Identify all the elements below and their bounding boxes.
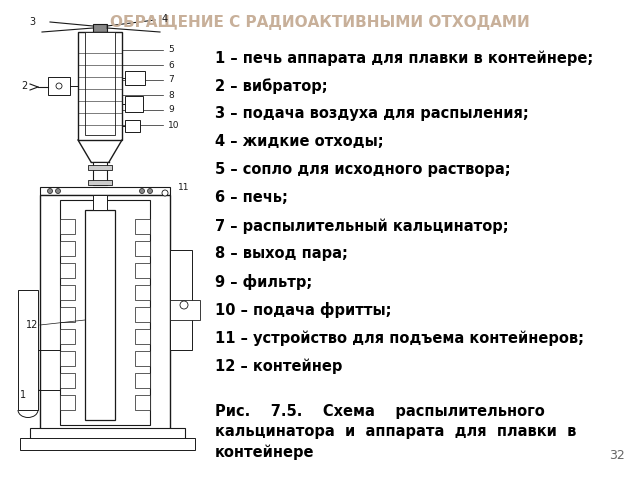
Bar <box>135 219 150 234</box>
Text: 7 – распылительный кальцинатор;: 7 – распылительный кальцинатор; <box>215 218 509 233</box>
Bar <box>135 395 150 410</box>
Bar <box>48 77 70 95</box>
Bar <box>135 263 150 278</box>
Text: 1: 1 <box>20 390 26 400</box>
Bar <box>125 71 145 85</box>
Text: Рис.    7.5.    Схема    распылительного: Рис. 7.5. Схема распылительного <box>215 404 545 419</box>
Circle shape <box>180 301 188 309</box>
Bar <box>60 307 75 322</box>
Text: 5 – сопло для исходного раствора;: 5 – сопло для исходного раствора; <box>215 162 511 177</box>
Circle shape <box>140 189 145 193</box>
Bar <box>60 329 75 344</box>
Bar <box>135 329 150 344</box>
Text: 32: 32 <box>609 449 625 462</box>
Bar <box>170 250 192 350</box>
Bar <box>93 195 107 210</box>
Bar <box>135 285 150 300</box>
Bar <box>170 300 200 320</box>
Bar <box>88 165 112 170</box>
Bar <box>40 195 170 430</box>
Text: 2 – вибратор;: 2 – вибратор; <box>215 78 328 94</box>
Text: контейнере: контейнере <box>215 444 314 459</box>
Bar <box>125 96 143 112</box>
Text: 5: 5 <box>168 46 173 55</box>
Text: 11 – устройство для подъема контейнеров;: 11 – устройство для подъема контейнеров; <box>215 330 584 346</box>
Bar <box>18 290 38 410</box>
Bar <box>60 373 75 388</box>
Bar <box>60 263 75 278</box>
Bar <box>88 180 112 185</box>
Text: 4: 4 <box>162 14 168 24</box>
Bar <box>60 241 75 256</box>
Text: 4 – жидкие отходы;: 4 – жидкие отходы; <box>215 134 383 149</box>
Bar <box>135 351 150 366</box>
Text: 10 – подача фритты;: 10 – подача фритты; <box>215 302 392 318</box>
Bar <box>125 120 140 132</box>
Bar <box>60 219 75 234</box>
Text: 12: 12 <box>26 320 38 330</box>
Bar <box>20 438 195 450</box>
Circle shape <box>56 189 61 193</box>
Text: 3: 3 <box>29 17 35 27</box>
Text: 11: 11 <box>178 183 189 192</box>
Text: 8: 8 <box>168 91 173 99</box>
Text: 8 – выход пара;: 8 – выход пара; <box>215 246 348 261</box>
Circle shape <box>56 83 62 89</box>
Bar <box>30 428 185 440</box>
Bar <box>93 162 107 185</box>
Text: 10: 10 <box>168 120 179 130</box>
Text: 6: 6 <box>168 60 173 70</box>
Bar <box>78 32 122 140</box>
Bar <box>60 351 75 366</box>
Text: 7: 7 <box>168 75 173 84</box>
Circle shape <box>147 189 152 193</box>
Bar <box>40 187 170 195</box>
Text: ОБРАЩЕНИЕ С РАДИОАКТИВНЫМИ ОТХОДАМИ: ОБРАЩЕНИЕ С РАДИОАКТИВНЫМИ ОТХОДАМИ <box>110 15 530 30</box>
Text: 12 – контейнер: 12 – контейнер <box>215 358 342 373</box>
Bar <box>85 210 115 420</box>
Bar <box>60 200 150 425</box>
Text: 9: 9 <box>168 106 173 115</box>
Text: кальцинатора  и  аппарата  для  плавки  в: кальцинатора и аппарата для плавки в <box>215 424 577 439</box>
Bar <box>135 241 150 256</box>
Text: 3 – подача воздуха для распыления;: 3 – подача воздуха для распыления; <box>215 106 529 121</box>
Text: 9 – фильтр;: 9 – фильтр; <box>215 274 312 290</box>
Bar <box>135 307 150 322</box>
Bar <box>60 395 75 410</box>
Text: 1 – печь аппарата для плавки в контейнере;: 1 – печь аппарата для плавки в контейнер… <box>215 50 593 65</box>
Circle shape <box>47 189 52 193</box>
Bar <box>85 32 115 135</box>
Bar <box>93 24 107 32</box>
Bar <box>60 285 75 300</box>
Text: 6 – печь;: 6 – печь; <box>215 190 288 205</box>
Bar <box>135 373 150 388</box>
Text: 2: 2 <box>22 81 28 91</box>
Circle shape <box>162 190 168 196</box>
